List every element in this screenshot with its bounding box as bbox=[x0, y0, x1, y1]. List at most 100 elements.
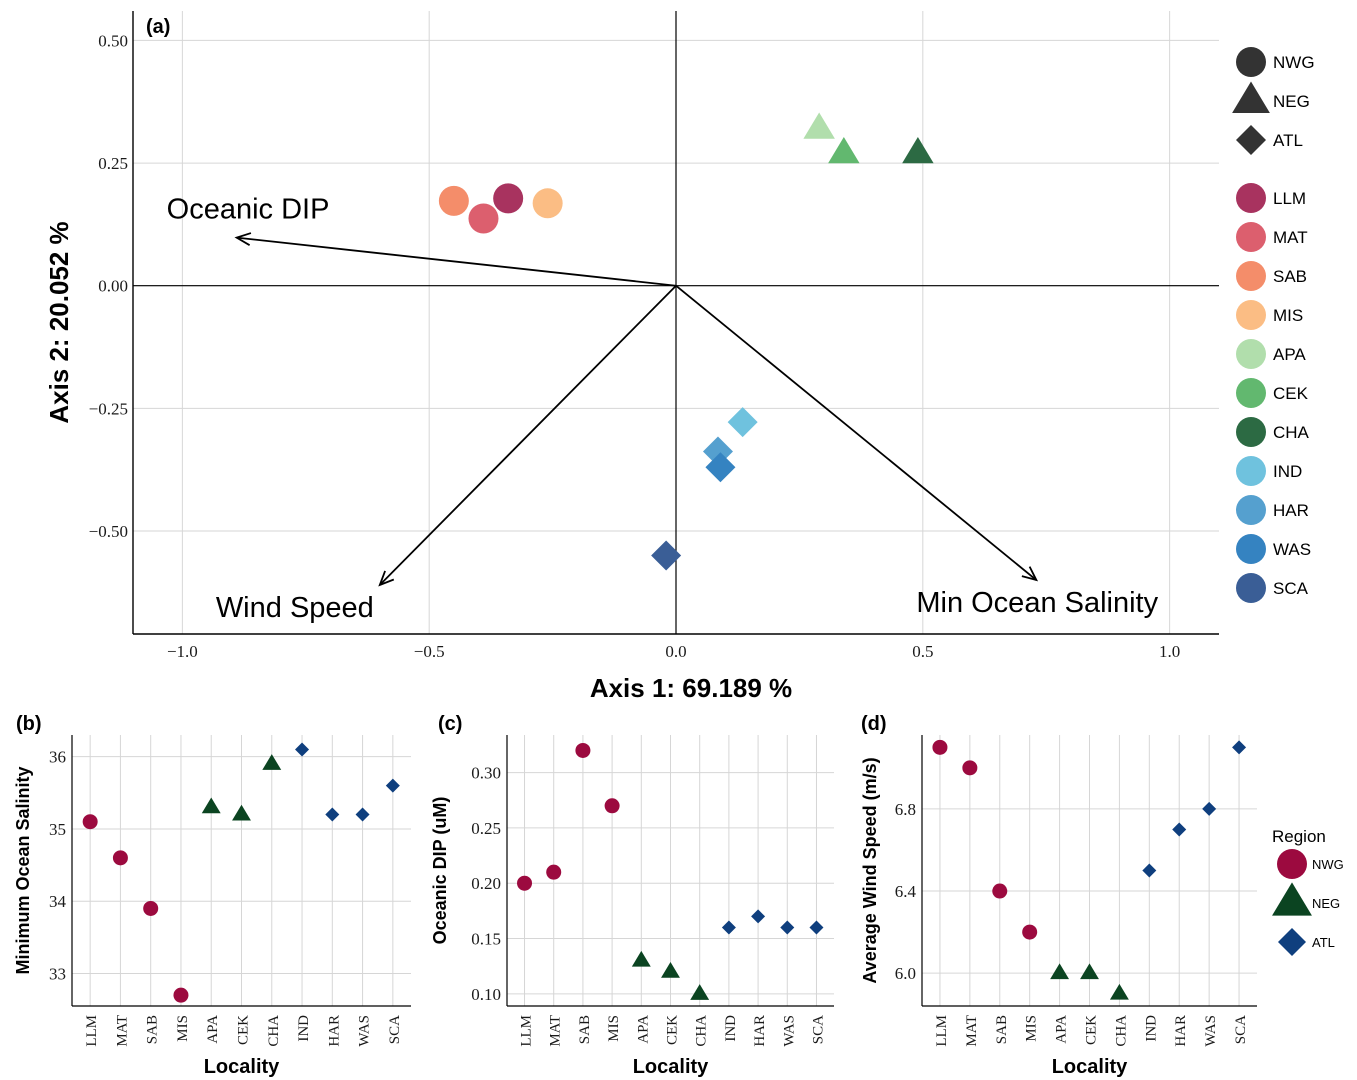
vector-label: Oceanic DIP bbox=[167, 194, 330, 226]
point-apa bbox=[201, 797, 221, 814]
point-sab bbox=[575, 742, 591, 758]
legend-key-nwg bbox=[1277, 849, 1307, 879]
legend-label: ATL bbox=[1273, 131, 1303, 150]
legend-key-llm bbox=[1236, 183, 1266, 213]
legend-key-sab bbox=[1236, 261, 1266, 291]
x-tick-label: CEK bbox=[236, 1015, 252, 1045]
x-tick-label: APA bbox=[1054, 1015, 1070, 1044]
x-tick-label: APA bbox=[635, 1015, 651, 1044]
x-tick-label: MAT bbox=[114, 1015, 130, 1047]
vector-label: Wind Speed bbox=[216, 592, 374, 624]
point-ind bbox=[1142, 863, 1157, 878]
x-tick-label: MIS bbox=[175, 1015, 191, 1042]
y-axis-title: Minimum Ocean Salinity bbox=[13, 766, 33, 974]
point-sca bbox=[651, 540, 682, 571]
legend-key-mat bbox=[1236, 222, 1266, 252]
vector-arrowhead bbox=[234, 232, 252, 246]
point-llm bbox=[517, 875, 533, 891]
point-ind bbox=[721, 920, 736, 935]
x-tick-label: LLM bbox=[519, 1015, 535, 1047]
y-tick-label: 0.10 bbox=[471, 985, 501, 1004]
point-cha bbox=[1109, 983, 1129, 1000]
point-was bbox=[1202, 801, 1217, 816]
y-tick-label: 0.50 bbox=[98, 31, 128, 50]
y-tick-label: 34 bbox=[49, 892, 67, 911]
panel-label: (a) bbox=[146, 16, 170, 38]
x-tick-label: HAR bbox=[1173, 1015, 1189, 1047]
loading-vector bbox=[236, 236, 677, 287]
x-tick-label: 1.0 bbox=[1159, 642, 1180, 661]
x-tick-label: LLM bbox=[84, 1015, 100, 1047]
x-tick-label: CEK bbox=[665, 1015, 681, 1045]
point-sab bbox=[143, 900, 159, 916]
point-har bbox=[751, 909, 766, 924]
x-tick-label: SAB bbox=[577, 1015, 593, 1044]
point-sab bbox=[992, 883, 1008, 899]
legend-key-har bbox=[1236, 495, 1266, 525]
vector-arrowhead bbox=[378, 570, 395, 587]
y-tick-label: 0.20 bbox=[471, 874, 501, 893]
x-tick-label: MIS bbox=[606, 1015, 622, 1042]
y-tick-label: 6.4 bbox=[895, 882, 917, 901]
legend-key-ind bbox=[1236, 456, 1266, 486]
point-cek bbox=[232, 804, 251, 821]
y-tick-label: −0.50 bbox=[89, 522, 128, 541]
point-ind bbox=[295, 742, 310, 757]
x-tick-label: CHA bbox=[266, 1015, 282, 1047]
panel-d-wind-plot: LLM MAT SAB MIS APA CEK CHA IND HAR WAS SCA 6.0 6.4 6… bbox=[860, 713, 1257, 1078]
point-cek bbox=[661, 961, 680, 978]
panel-label: (b) bbox=[16, 713, 42, 735]
x-tick-label: WAS bbox=[357, 1015, 373, 1047]
point-sca bbox=[809, 920, 824, 935]
legend-key-atl bbox=[1236, 125, 1266, 155]
point-cha bbox=[902, 136, 934, 164]
legend-key-sca bbox=[1236, 573, 1266, 603]
legend-label: LLM bbox=[1273, 189, 1306, 208]
legend-label: ATL bbox=[1312, 935, 1335, 950]
point-llm bbox=[932, 739, 948, 755]
x-axis-title: Axis 1: 69.189 % bbox=[590, 673, 792, 703]
region-legend: Region NWG NEG ATL bbox=[1272, 827, 1344, 956]
y-tick-label: 35 bbox=[49, 820, 66, 839]
x-tick-label: IND bbox=[1143, 1015, 1159, 1042]
panel-label: (d) bbox=[861, 713, 887, 735]
point-sca bbox=[1232, 740, 1247, 755]
y-tick-label: 36 bbox=[49, 748, 66, 767]
point-apa bbox=[803, 112, 835, 139]
legend-key-was bbox=[1236, 534, 1266, 564]
point-mis bbox=[532, 188, 563, 219]
point-har bbox=[325, 807, 340, 822]
x-tick-label: LLM bbox=[934, 1015, 950, 1047]
point-cek bbox=[828, 136, 860, 164]
legend-title: Region bbox=[1272, 827, 1326, 846]
panel-a-pca-biplot: −1.0 −0.5 0.0 0.5 1.0 −0.50 −0.25 0.00 0.25 0.50 (… bbox=[44, 11, 1219, 703]
x-tick-label: APA bbox=[205, 1015, 221, 1044]
x-tick-label: HAR bbox=[326, 1015, 342, 1047]
y-tick-label: 6.8 bbox=[895, 800, 916, 819]
legend-label: CEK bbox=[1273, 384, 1309, 403]
point-cha bbox=[690, 984, 710, 1000]
x-axis-title: Locality bbox=[633, 1056, 709, 1078]
point-mis bbox=[173, 987, 189, 1003]
x-tick-label: −1.0 bbox=[167, 642, 198, 661]
y-tick-label: −0.25 bbox=[89, 399, 128, 418]
x-tick-label: SCA bbox=[1233, 1015, 1249, 1044]
point-sab bbox=[438, 185, 469, 216]
x-tick-label: 0.0 bbox=[665, 642, 686, 661]
point-cek bbox=[1080, 963, 1099, 980]
y-axis-title: Axis 2: 20.052 % bbox=[44, 221, 74, 423]
x-axis-title: Locality bbox=[1052, 1056, 1128, 1078]
vector-label: Min Ocean Salinity bbox=[916, 587, 1158, 619]
x-tick-label: 0.5 bbox=[912, 642, 933, 661]
x-tick-label: SCA bbox=[387, 1015, 403, 1044]
legend-label: WAS bbox=[1273, 540, 1311, 559]
x-tick-label: CEK bbox=[1084, 1015, 1100, 1045]
y-axis-title: Average Wind Speed (m/s) bbox=[860, 757, 880, 983]
x-tick-label: IND bbox=[296, 1015, 312, 1042]
panel-c-dip-plot: LLM MAT SAB MIS APA CEK CHA IND HAR WAS SCA 0.10 0.1… bbox=[430, 713, 834, 1078]
point-apa bbox=[631, 950, 651, 967]
legend-label: SCA bbox=[1273, 579, 1309, 598]
vector-arrowhead bbox=[1021, 566, 1039, 582]
point-mat bbox=[112, 850, 128, 866]
